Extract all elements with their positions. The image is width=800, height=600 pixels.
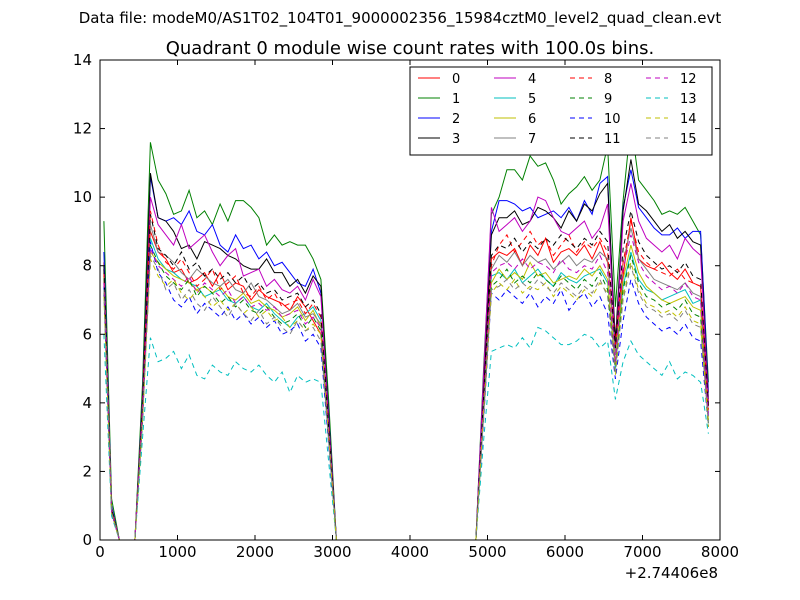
series-line-9 bbox=[103, 244, 709, 541]
x-tick-label: 6000 bbox=[546, 543, 584, 561]
legend-box bbox=[409, 66, 713, 156]
tick-layer: 0 1000 2000 3000 4000 5000 6000 7000 80000246810… bbox=[73, 51, 739, 561]
legend-label-2: 2 bbox=[452, 112, 460, 127]
x-tick-label: 3000 bbox=[313, 543, 351, 561]
series-line-6 bbox=[103, 244, 709, 541]
legend-label-8: 8 bbox=[604, 72, 612, 87]
legend-label-5: 5 bbox=[528, 92, 536, 107]
series-line-13 bbox=[103, 326, 709, 541]
series-line-8 bbox=[103, 210, 709, 541]
legend-label-14: 14 bbox=[680, 112, 697, 127]
legend-label-11: 11 bbox=[604, 132, 621, 147]
y-tick-label: 12 bbox=[73, 120, 92, 138]
legend-label-3: 3 bbox=[452, 132, 460, 147]
x-tick-label: 4000 bbox=[391, 543, 429, 561]
x-tick-label: 5000 bbox=[468, 543, 506, 561]
legend-label-1: 1 bbox=[452, 92, 460, 107]
legend-label-7: 7 bbox=[528, 132, 536, 147]
legend-label-10: 10 bbox=[604, 112, 621, 127]
x-tick-label: 7000 bbox=[623, 543, 661, 561]
legend-label-0: 0 bbox=[452, 72, 460, 87]
legend-label-15: 15 bbox=[680, 132, 697, 147]
y-tick-label: 4 bbox=[82, 394, 92, 412]
x-offset-label: +2.74406e8 bbox=[625, 564, 718, 582]
series-line-10 bbox=[103, 241, 709, 541]
chart-title: Quadrant 0 module wise count rates with … bbox=[166, 38, 655, 59]
series-layer bbox=[103, 121, 709, 541]
suptitle: Data file: modeM0/AS1T02_104T01_90000023… bbox=[78, 9, 722, 27]
series-line-15 bbox=[103, 253, 709, 541]
x-tick-label: 8000 bbox=[701, 543, 739, 561]
legend-label-4: 4 bbox=[528, 72, 536, 87]
y-tick-label: 8 bbox=[82, 257, 92, 275]
legend-label-12: 12 bbox=[680, 72, 697, 87]
x-tick-label: 2000 bbox=[236, 543, 274, 561]
series-line-0 bbox=[103, 217, 709, 541]
y-tick-label: 0 bbox=[82, 531, 92, 549]
legend-label-9: 9 bbox=[604, 92, 612, 107]
series-line-3 bbox=[103, 159, 709, 541]
series-line-11 bbox=[103, 210, 709, 541]
x-tick-label: 0 bbox=[95, 543, 105, 561]
y-tick-label: 14 bbox=[73, 51, 92, 69]
legend-label-13: 13 bbox=[680, 92, 697, 107]
y-tick-label: 2 bbox=[82, 462, 92, 480]
y-tick-label: 10 bbox=[73, 188, 92, 206]
y-tick-label: 6 bbox=[82, 325, 92, 343]
x-tick-label: 1000 bbox=[158, 543, 196, 561]
legend-label-6: 6 bbox=[528, 112, 536, 127]
